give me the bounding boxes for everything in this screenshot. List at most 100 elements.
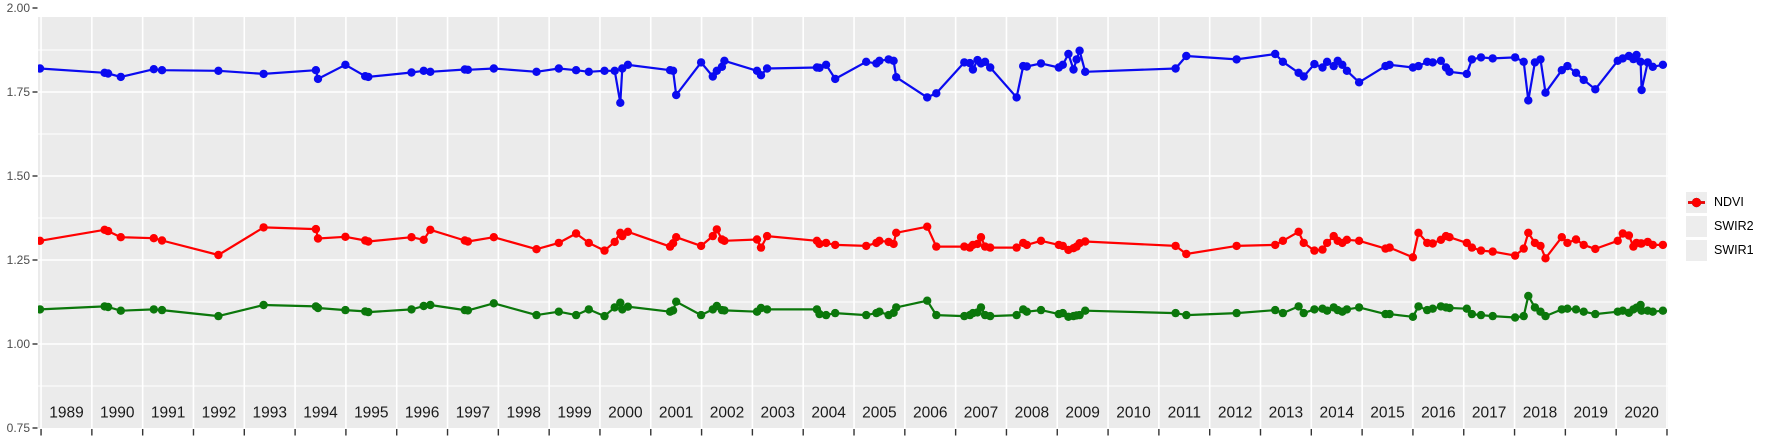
data-point — [1036, 236, 1046, 245]
data-point — [1232, 241, 1241, 251]
data-point — [1414, 61, 1423, 71]
data-point — [149, 65, 158, 74]
x-tick-label: 2019 — [1574, 405, 1608, 422]
data-point — [1591, 309, 1600, 319]
data-point — [623, 302, 633, 311]
data-point — [1069, 65, 1078, 74]
data-point — [1571, 68, 1581, 78]
data-point — [584, 67, 593, 77]
series-ndvi — [38, 46, 1668, 108]
data-point — [762, 305, 772, 314]
data-point — [1385, 243, 1394, 252]
data-point — [821, 238, 831, 248]
data-point — [1563, 304, 1572, 313]
data-point — [1354, 236, 1364, 245]
x-tick-label: 2001 — [659, 405, 693, 422]
x-tick-label: 1996 — [405, 405, 439, 422]
data-point — [862, 241, 871, 251]
x-tick-label: 2014 — [1319, 405, 1354, 422]
data-point — [668, 66, 678, 76]
data-point — [623, 227, 633, 236]
data-point — [571, 66, 581, 75]
data-point — [1385, 60, 1394, 69]
data-point — [696, 58, 706, 67]
data-point — [1171, 308, 1180, 318]
data-point — [1488, 247, 1497, 256]
data-point — [668, 306, 678, 315]
data-point — [426, 225, 435, 234]
x-tick-label: 2012 — [1218, 405, 1252, 422]
data-point — [419, 66, 428, 76]
data-point — [1557, 233, 1567, 242]
data-point — [419, 301, 428, 311]
line-point-icon — [1688, 197, 1705, 208]
data-point — [407, 233, 416, 242]
x-tick-label: 2020 — [1624, 405, 1659, 422]
data-point — [821, 310, 831, 320]
x-tick-label: 2016 — [1421, 405, 1455, 422]
x-tick-label: 2008 — [1015, 405, 1049, 422]
data-point — [1232, 55, 1241, 64]
data-point — [1541, 88, 1550, 97]
data-point — [1408, 253, 1418, 262]
data-point — [364, 237, 373, 246]
data-point — [259, 69, 268, 79]
x-tick-label: 2005 — [862, 405, 896, 422]
data-point — [1519, 57, 1528, 66]
data-point — [259, 300, 268, 310]
data-point — [1428, 304, 1437, 313]
data-point — [616, 298, 625, 307]
data-point — [554, 307, 563, 316]
y-tick-label: 1.50 — [7, 169, 31, 183]
data-point — [1232, 308, 1241, 318]
data-point — [831, 240, 840, 250]
data-point — [600, 311, 609, 321]
data-point — [1058, 60, 1068, 69]
data-point — [1563, 61, 1572, 71]
data-point — [932, 310, 941, 320]
x-tick-label: 2017 — [1472, 405, 1506, 422]
data-point — [986, 63, 995, 72]
data-point — [103, 226, 113, 236]
data-point — [892, 73, 901, 82]
data-point — [1271, 240, 1280, 250]
data-point — [1342, 305, 1352, 314]
data-point — [610, 66, 619, 76]
data-point — [1579, 307, 1588, 316]
data-point — [1278, 308, 1288, 318]
data-point — [1563, 238, 1572, 248]
y-tick-label: 1.00 — [7, 337, 31, 351]
data-point — [1476, 53, 1486, 62]
data-point — [1022, 240, 1031, 250]
data-point — [1385, 309, 1394, 319]
data-point — [623, 60, 633, 69]
data-point — [610, 303, 619, 312]
data-point — [1510, 53, 1520, 62]
data-point — [1299, 238, 1308, 248]
data-point — [311, 224, 321, 234]
x-axis: 1989 1990 1991 1992 1993 1994 1995 1996 1997 1998… — [40, 405, 1668, 436]
data-point — [1342, 66, 1352, 76]
data-point — [214, 66, 223, 76]
data-point — [1541, 254, 1550, 263]
x-tick-label: 2009 — [1065, 405, 1099, 422]
data-point — [116, 306, 126, 315]
data-point — [532, 245, 541, 254]
data-point — [815, 239, 824, 249]
series-swir2 — [38, 291, 1668, 322]
data-point — [116, 233, 126, 242]
data-point — [571, 229, 581, 238]
data-point — [831, 74, 840, 84]
legend-key-swir1-icon — [1686, 197, 1707, 261]
data-point — [532, 310, 541, 320]
data-point — [720, 306, 729, 315]
data-point — [980, 57, 990, 66]
data-point — [1294, 227, 1303, 236]
data-point — [341, 305, 350, 315]
data-point — [1445, 233, 1454, 242]
data-point — [1658, 240, 1668, 250]
data-point — [1171, 64, 1180, 73]
y-axis: 0.75 1.00 1.25 1.50 1.75 2.00 — [7, 1, 38, 435]
data-point — [1648, 240, 1658, 250]
